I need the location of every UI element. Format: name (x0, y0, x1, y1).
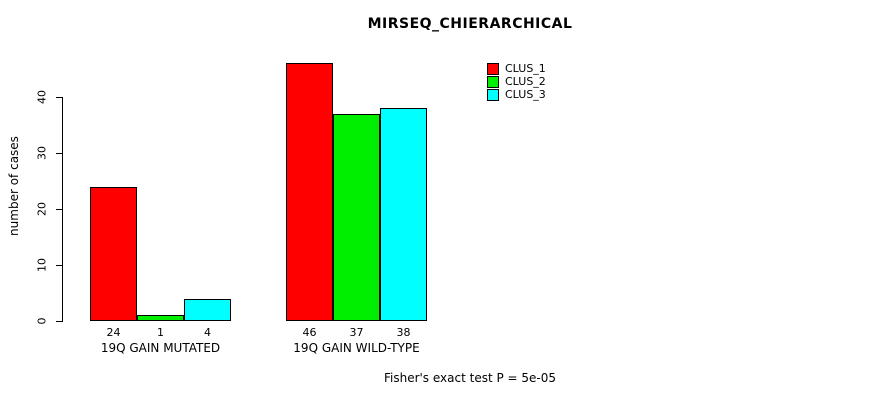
legend-swatch (487, 75, 499, 88)
chart-title: MIRSEQ_CHIERARCHICAL (367, 16, 573, 32)
bar-clus_2-group1 (137, 315, 184, 321)
bar-clus_3-group2 (380, 108, 427, 321)
category-label: 19Q GAIN WILD-TYPE (293, 341, 420, 355)
legend-swatch (487, 88, 499, 101)
y-axis-tick (56, 265, 62, 266)
bar-value-label: 46 (302, 326, 317, 339)
stat-note: Fisher's exact test P = 5e-05 (383, 371, 557, 385)
legend-swatch (487, 62, 499, 75)
bar-clus_2-group2 (333, 114, 380, 321)
bar-value-label: 1 (157, 326, 164, 339)
y-axis-tick (56, 321, 62, 322)
bar-clus_1-group2 (286, 63, 333, 321)
y-axis-tick-label: 40 (35, 90, 49, 104)
bar-value-label: 37 (349, 326, 364, 339)
bar-value-label: 24 (106, 326, 121, 339)
bar-clus_3-group1 (184, 299, 231, 321)
y-axis-label: number of cases (7, 136, 21, 236)
y-axis-tick (56, 153, 62, 154)
y-axis-tick (56, 209, 62, 210)
legend-item: CLUS_2 (487, 75, 546, 88)
bar-clus_1-group1 (90, 187, 137, 321)
category-label: 19Q GAIN MUTATED (100, 341, 221, 355)
y-axis-tick-label: 20 (35, 202, 49, 216)
y-axis-tick (56, 97, 62, 98)
legend-label: CLUS_3 (505, 88, 546, 101)
legend-label: CLUS_1 (505, 62, 546, 75)
y-axis-tick-label: 30 (35, 146, 49, 160)
bar-value-label: 4 (204, 326, 211, 339)
bar-value-label: 38 (396, 326, 411, 339)
legend-item: CLUS_1 (487, 62, 546, 75)
y-axis-tick-label: 10 (35, 258, 49, 272)
y-axis-line (62, 97, 63, 322)
y-axis-tick-label: 0 (35, 317, 49, 325)
legend-item: CLUS_3 (487, 88, 546, 101)
legend-label: CLUS_2 (505, 75, 546, 88)
legend: CLUS_1 CLUS_2 CLUS_3 (487, 62, 546, 101)
